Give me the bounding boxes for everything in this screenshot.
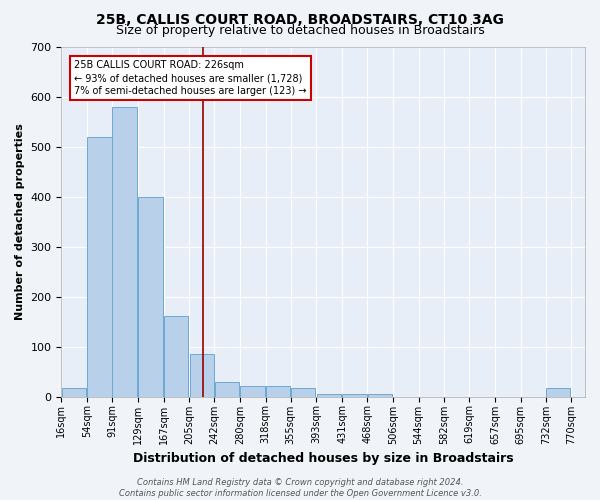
Bar [266, 386, 290, 396]
Bar [164, 316, 188, 396]
Bar [368, 394, 392, 396]
Bar [62, 388, 86, 396]
Y-axis label: Number of detached properties: Number of detached properties [15, 123, 25, 320]
Text: Contains HM Land Registry data © Crown copyright and database right 2024.
Contai: Contains HM Land Registry data © Crown c… [119, 478, 481, 498]
Bar [317, 394, 341, 396]
Text: 25B CALLIS COURT ROAD: 226sqm
← 93% of detached houses are smaller (1,728)
7% of: 25B CALLIS COURT ROAD: 226sqm ← 93% of d… [74, 60, 307, 96]
X-axis label: Distribution of detached houses by size in Broadstairs: Distribution of detached houses by size … [133, 452, 514, 465]
Bar [291, 388, 316, 396]
Bar [343, 394, 367, 396]
Bar [112, 106, 137, 397]
Bar [190, 354, 214, 397]
Bar [546, 388, 571, 396]
Text: 25B, CALLIS COURT ROAD, BROADSTAIRS, CT10 3AG: 25B, CALLIS COURT ROAD, BROADSTAIRS, CT1… [96, 12, 504, 26]
Bar [215, 382, 239, 396]
Bar [241, 386, 265, 396]
Bar [138, 196, 163, 396]
Bar [88, 136, 112, 396]
Text: Size of property relative to detached houses in Broadstairs: Size of property relative to detached ho… [116, 24, 484, 37]
